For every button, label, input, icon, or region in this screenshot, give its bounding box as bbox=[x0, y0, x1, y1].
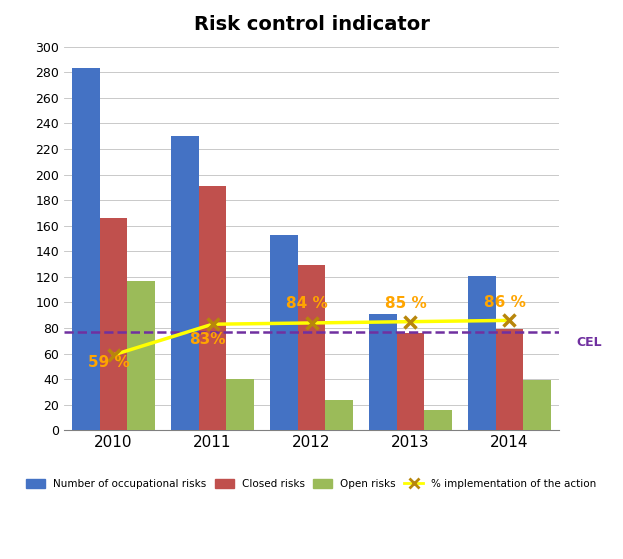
Bar bbox=[397, 333, 424, 430]
Text: 84 %: 84 % bbox=[286, 296, 328, 311]
Title: Risk control indicator: Risk control indicator bbox=[194, 15, 429, 34]
Bar bbox=[270, 235, 298, 430]
Bar bbox=[298, 266, 325, 430]
Bar bbox=[100, 218, 127, 430]
Bar bbox=[226, 379, 254, 430]
Bar bbox=[369, 314, 397, 430]
Bar bbox=[496, 329, 523, 430]
Text: 83%: 83% bbox=[189, 332, 226, 347]
Bar bbox=[199, 186, 226, 430]
Bar bbox=[171, 136, 199, 430]
Text: 86 %: 86 % bbox=[483, 295, 525, 310]
Bar bbox=[325, 400, 353, 430]
Bar bbox=[523, 381, 551, 430]
Text: 59 %: 59 % bbox=[88, 356, 130, 370]
Bar bbox=[127, 281, 155, 430]
Legend: Number of occupational risks, Closed risks, Open risks, % implementation of the : Number of occupational risks, Closed ris… bbox=[21, 474, 602, 495]
Text: 85 %: 85 % bbox=[384, 296, 426, 311]
Bar bbox=[72, 68, 100, 430]
Text: CEL: CEL bbox=[577, 336, 602, 349]
Bar bbox=[468, 276, 496, 430]
Bar bbox=[424, 410, 452, 430]
